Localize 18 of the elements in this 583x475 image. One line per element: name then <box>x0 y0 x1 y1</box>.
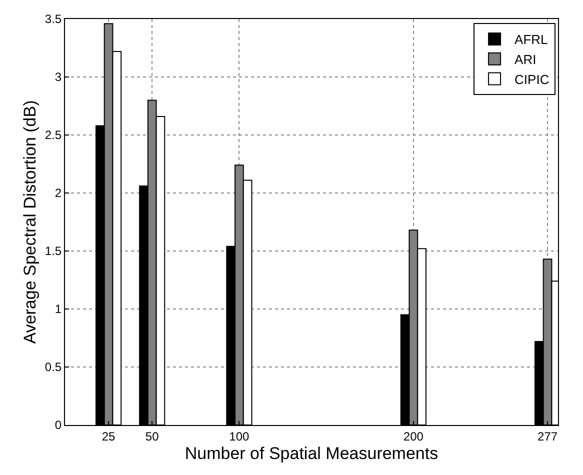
y-tick-label: 2 <box>54 186 62 200</box>
x-tick-label: 25 <box>102 429 116 444</box>
y-tick-label: 1 <box>54 302 62 316</box>
legend-label: CIPIC <box>514 72 550 87</box>
y-tick-label: 1.5 <box>44 244 62 258</box>
y-tick-label: 0 <box>54 418 62 432</box>
y-tick-label: 3 <box>54 70 62 84</box>
x-tick-label: 100 <box>229 429 250 444</box>
x-tick-label: 277 <box>538 429 558 444</box>
legend-label: AFRL <box>514 32 548 48</box>
x-axis-title: Number of Spatial Measurements <box>184 444 438 463</box>
y-tick-label: 3.5 <box>44 12 62 26</box>
y-tick-label: 2.5 <box>44 128 62 142</box>
y-tick-label: 0.5 <box>44 360 62 374</box>
x-tick-label: 50 <box>145 429 160 444</box>
y-axis-title: Average Spectral Distortion (dB) <box>20 100 40 344</box>
x-tick-label: 200 <box>403 429 424 444</box>
legend-label: ARI <box>514 52 536 67</box>
